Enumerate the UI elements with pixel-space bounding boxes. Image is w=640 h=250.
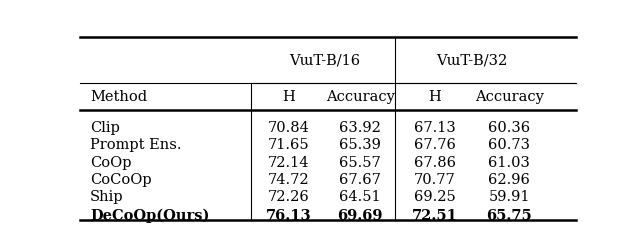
Text: 71.65: 71.65 <box>268 138 309 151</box>
Text: CoCoOp: CoCoOp <box>90 172 152 186</box>
Text: 62.96: 62.96 <box>488 172 530 186</box>
Text: Accuracy: Accuracy <box>326 90 395 104</box>
Text: Clip: Clip <box>90 120 120 134</box>
Text: Ship: Ship <box>90 190 124 203</box>
Text: VɯT-B/16: VɯT-B/16 <box>289 53 360 67</box>
Text: 65.39: 65.39 <box>339 138 381 151</box>
Text: 67.13: 67.13 <box>414 120 456 134</box>
Text: H: H <box>428 90 441 104</box>
Text: 72.14: 72.14 <box>268 155 309 169</box>
Text: 74.72: 74.72 <box>268 172 309 186</box>
Text: 64.51: 64.51 <box>339 190 381 203</box>
Text: H: H <box>282 90 294 104</box>
Text: 69.69: 69.69 <box>337 208 383 222</box>
Text: 67.67: 67.67 <box>339 172 381 186</box>
Text: 69.25: 69.25 <box>414 190 456 203</box>
Text: 72.26: 72.26 <box>268 190 309 203</box>
Text: 63.92: 63.92 <box>339 120 381 134</box>
Text: Prompt Ens.: Prompt Ens. <box>90 138 181 151</box>
Text: Method: Method <box>90 90 147 104</box>
Text: Accuracy: Accuracy <box>475 90 543 104</box>
Text: 60.73: 60.73 <box>488 138 530 151</box>
Text: VɯT-B/32: VɯT-B/32 <box>436 53 508 67</box>
Text: 60.36: 60.36 <box>488 120 530 134</box>
Text: CoOp: CoOp <box>90 155 131 169</box>
Text: 65.57: 65.57 <box>339 155 381 169</box>
Text: 67.76: 67.76 <box>413 138 456 151</box>
Text: 70.84: 70.84 <box>268 120 309 134</box>
Text: 76.13: 76.13 <box>266 208 311 222</box>
Text: 59.91: 59.91 <box>488 190 530 203</box>
Text: 61.03: 61.03 <box>488 155 530 169</box>
Text: 72.51: 72.51 <box>412 208 458 222</box>
Text: 67.86: 67.86 <box>413 155 456 169</box>
Text: 70.77: 70.77 <box>414 172 456 186</box>
Text: DeCoOp(Ours): DeCoOp(Ours) <box>90 208 209 222</box>
Text: 65.75: 65.75 <box>486 208 532 222</box>
